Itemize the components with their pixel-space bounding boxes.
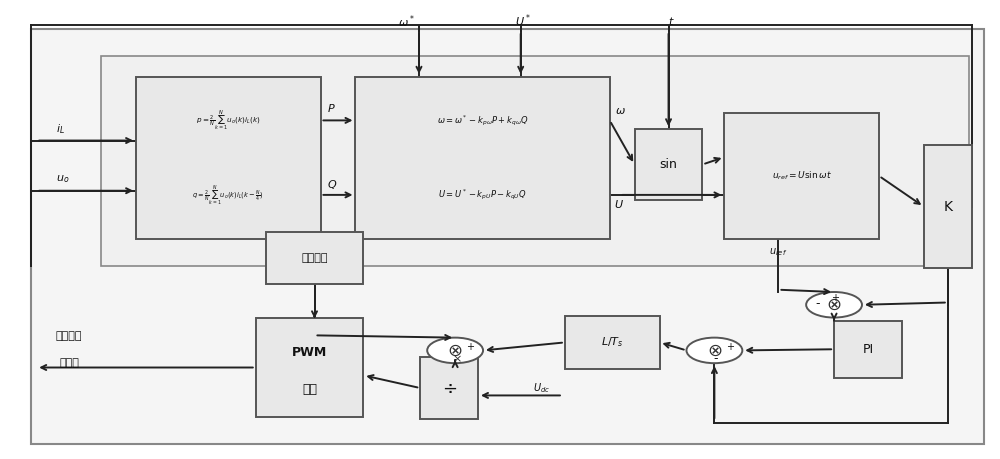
Bar [420,357,478,419]
Text: $L/T_s$: $L/T_s$ [601,336,623,349]
Bar [256,319,363,417]
Text: $q=\frac{2}{N}\sum_{k=1}^{N}u_o(k)i_L(k-\frac{N}{4})$: $q=\frac{2}{N}\sum_{k=1}^{N}u_o(k)i_L(k-… [192,183,264,207]
Text: $\otimes$: $\otimes$ [707,341,722,359]
Bar [834,321,902,378]
Text: PWM: PWM [292,346,327,359]
Text: 护电路: 护电路 [59,358,79,368]
Bar [565,316,660,369]
Text: $t$: $t$ [668,15,675,27]
Text: PI: PI [862,343,874,356]
Text: $U_{dc}$: $U_{dc}$ [533,382,550,396]
Text: K: K [943,200,952,214]
Circle shape [686,338,742,363]
Text: $\otimes$: $\otimes$ [826,296,842,314]
Bar [136,77,320,239]
Text: $U=U^*-k_{pU}P-k_{qU}Q$: $U=U^*-k_{pU}P-k_{qU}Q$ [438,188,527,202]
Text: U: U [615,200,623,210]
Bar [266,232,363,284]
Text: -: - [713,352,718,365]
Text: $\omega$: $\omega$ [615,106,626,116]
Text: $u_o$: $u_o$ [56,174,70,185]
Text: $\omega=\omega^*-k_{p\omega}P+k_{q\omega}Q$: $\omega=\omega^*-k_{p\omega}P+k_{q\omega… [437,113,528,128]
Bar [724,113,879,239]
Text: +: + [466,341,474,352]
Text: +: + [726,341,734,352]
Text: $i_L$: $i_L$ [56,122,65,136]
Text: $u_{ref}=U\sin\omega t$: $u_{ref}=U\sin\omega t$ [772,170,832,182]
Text: $\times$: $\times$ [452,353,462,364]
Text: 三角载波: 三角载波 [301,253,328,263]
Bar [101,56,969,266]
Text: $\omega^*$: $\omega^*$ [398,14,414,30]
Bar [635,129,702,200]
Circle shape [806,292,862,318]
Text: +: + [831,293,839,303]
Text: $\otimes$: $\otimes$ [447,341,463,359]
Text: $u_{ref}$: $u_{ref}$ [769,246,788,258]
Text: $U^*$: $U^*$ [515,12,531,29]
Bar [924,145,972,268]
Text: 调制: 调制 [302,383,317,396]
Text: -: - [815,297,820,310]
Text: $p=\frac{2}{N}\sum_{k=1}^{N}u_o(k)i_L(k)$: $p=\frac{2}{N}\sum_{k=1}^{N}u_o(k)i_L(k)… [196,108,261,132]
Text: $\div$: $\div$ [442,379,457,397]
Text: sin: sin [660,158,677,171]
Circle shape [427,338,483,363]
Text: Q: Q [327,180,336,190]
Text: 至驱动保: 至驱动保 [56,330,82,341]
Bar [355,77,610,239]
Text: P: P [327,104,334,114]
